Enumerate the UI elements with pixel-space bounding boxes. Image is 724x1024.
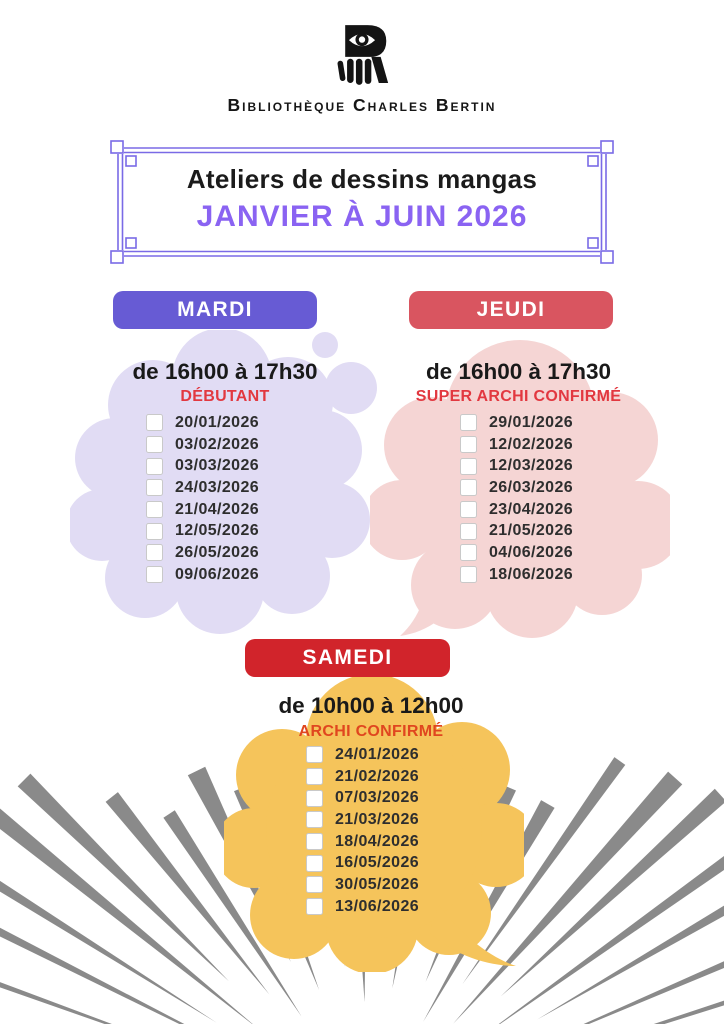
date-list-mardi: 20/01/2026 03/02/2026 03/03/2026 24/03/2026…	[146, 412, 259, 586]
date-row: 18/06/2026	[460, 564, 573, 586]
session-samedi: SAMEDI de 10h00 à 12h00 ARCHI CONFIRMÉ 2…	[218, 632, 524, 977]
library-logo-icon	[337, 25, 389, 85]
date-checkbox[interactable]	[146, 544, 163, 562]
date-row: 26/03/2026	[460, 477, 573, 499]
page-period: JANVIER À JUIN 2026	[196, 200, 528, 233]
date-checkbox[interactable]	[146, 479, 163, 497]
date-row: 24/03/2026	[146, 477, 259, 499]
date-checkbox[interactable]	[306, 811, 323, 829]
date-row: 18/04/2026	[306, 831, 419, 853]
session-mardi: MARDI de 16h00 à 17h30 DÉBUTANT 20/01/20…	[70, 285, 380, 635]
date-row: 29/01/2026	[460, 412, 573, 434]
date-checkbox[interactable]	[460, 479, 477, 497]
date-checkbox[interactable]	[306, 854, 323, 872]
date-label: 21/03/2026	[335, 810, 420, 828]
date-checkbox[interactable]	[146, 501, 163, 519]
date-label: 23/04/2026	[489, 500, 574, 518]
session-level: SUPER ARCHI CONFIRMÉ	[415, 388, 622, 405]
date-checkbox[interactable]	[306, 789, 323, 807]
date-checkbox[interactable]	[460, 522, 477, 540]
date-checkbox[interactable]	[146, 522, 163, 540]
date-label: 04/06/2026	[489, 543, 574, 561]
date-checkbox[interactable]	[306, 833, 323, 851]
date-label: 29/01/2026	[489, 413, 574, 431]
date-list-jeudi: 29/01/2026 12/02/2026 12/03/2026 26/03/2026…	[460, 412, 573, 586]
date-row: 09/06/2026	[146, 564, 259, 586]
date-label: 21/05/2026	[489, 522, 574, 540]
date-checkbox[interactable]	[460, 501, 477, 519]
date-label: 13/06/2026	[335, 897, 420, 915]
date-label: 07/03/2026	[335, 789, 420, 807]
decorative-frame	[110, 140, 614, 264]
date-label: 21/02/2026	[335, 767, 420, 785]
date-row: 21/04/2026	[146, 499, 259, 521]
date-label: 03/02/2026	[175, 435, 260, 453]
date-checkbox[interactable]	[306, 768, 323, 786]
date-label: 24/01/2026	[335, 745, 420, 763]
date-checkbox[interactable]	[460, 566, 477, 584]
date-checkbox[interactable]	[146, 457, 163, 475]
date-row: 20/01/2026	[146, 412, 259, 434]
date-row: 21/05/2026	[460, 520, 573, 542]
page-title: Ateliers de dessins mangas	[186, 164, 538, 194]
date-row: 23/04/2026	[460, 499, 573, 521]
session-jeudi: JEUDI de 16h00 à 17h30 SUPER ARCHI CONFI…	[366, 285, 671, 640]
session-level: ARCHI CONFIRMÉ	[298, 723, 444, 740]
date-row: 04/06/2026	[460, 542, 573, 564]
date-label: 26/03/2026	[489, 478, 574, 496]
date-label: 18/04/2026	[335, 832, 420, 850]
date-row: 07/03/2026	[306, 787, 419, 809]
date-checkbox[interactable]	[306, 876, 323, 894]
date-row: 12/03/2026	[460, 455, 573, 477]
date-row: 03/02/2026	[146, 434, 259, 456]
date-checkbox[interactable]	[146, 436, 163, 454]
date-label: 21/04/2026	[175, 500, 260, 518]
date-row: 21/02/2026	[306, 766, 419, 788]
date-label: 12/03/2026	[489, 457, 574, 475]
date-row: 13/06/2026	[306, 896, 419, 918]
date-label: 09/06/2026	[175, 565, 260, 583]
date-row: 30/05/2026	[306, 874, 419, 896]
session-time: de 16h00 à 17h30	[425, 359, 612, 384]
date-label: 12/02/2026	[489, 435, 574, 453]
day-badge-mardi: MARDI	[113, 291, 317, 329]
date-row: 12/05/2026	[146, 520, 259, 542]
date-checkbox[interactable]	[146, 566, 163, 584]
date-label: 03/03/2026	[175, 457, 260, 475]
session-time: de 16h00 à 17h30	[132, 359, 318, 384]
date-checkbox[interactable]	[460, 457, 477, 475]
date-checkbox[interactable]	[460, 544, 477, 562]
date-label: 26/05/2026	[175, 543, 260, 561]
date-row: 12/02/2026	[460, 434, 573, 456]
date-row: 21/03/2026	[306, 809, 419, 831]
day-badge-jeudi: JEUDI	[409, 291, 613, 329]
session-level: DÉBUTANT	[180, 388, 270, 405]
date-checkbox[interactable]	[460, 436, 477, 454]
date-checkbox[interactable]	[146, 414, 163, 432]
date-checkbox[interactable]	[306, 898, 323, 916]
brand-name: Bibliothèque Charles Bertin	[227, 95, 497, 115]
date-row: 24/01/2026	[306, 744, 419, 766]
date-row: 26/05/2026	[146, 542, 259, 564]
date-list-samedi: 24/01/2026 21/02/2026 07/03/2026 21/03/2026…	[306, 744, 419, 918]
date-checkbox[interactable]	[306, 746, 323, 764]
date-label: 18/06/2026	[489, 565, 574, 583]
thought-bubble-purple	[70, 330, 377, 634]
date-label: 30/05/2026	[335, 875, 420, 893]
brand: Bibliothèque Charles Bertin	[0, 24, 724, 116]
date-label: 20/01/2026	[175, 413, 260, 431]
date-label: 12/05/2026	[175, 522, 260, 540]
date-label: 16/05/2026	[335, 854, 420, 872]
title-frame: Ateliers de dessins mangas JANVIER À JUI…	[108, 138, 616, 266]
date-label: 24/03/2026	[175, 478, 260, 496]
date-row: 03/03/2026	[146, 455, 259, 477]
day-badge-samedi: SAMEDI	[245, 639, 450, 677]
date-checkbox[interactable]	[460, 414, 477, 432]
date-row: 16/05/2026	[306, 852, 419, 874]
session-time: de 10h00 à 12h00	[278, 693, 464, 718]
